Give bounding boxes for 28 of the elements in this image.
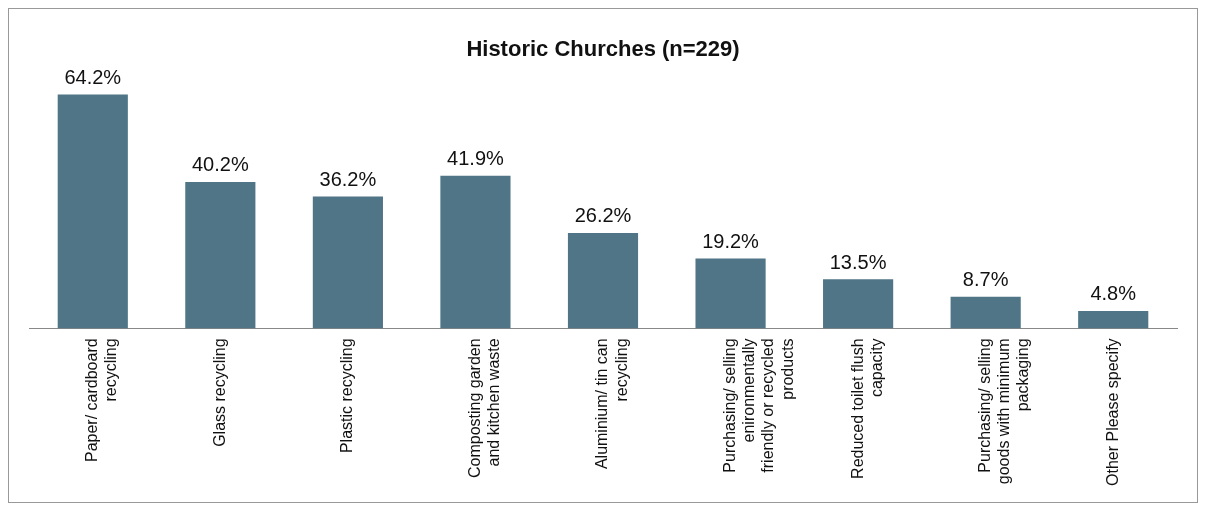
bar [823, 279, 894, 329]
bar [440, 175, 511, 329]
x-tick-label: Purchasing/ selling enironmentally friendly or recycled products [720, 338, 796, 473]
bar [695, 258, 766, 329]
data-label: 13.5% [829, 250, 887, 273]
x-tick-label: Paper/ cardboard recycling [83, 338, 120, 463]
bar [57, 94, 128, 329]
x-tick-label: Purchasing/ selling goods with minimum packaging [976, 338, 1032, 485]
data-label: 41.9% [447, 147, 505, 170]
bar [185, 181, 256, 329]
data-label: 36.2% [319, 168, 377, 191]
x-tick-label: Aluminium/ tin can recycling [593, 338, 630, 470]
bar [312, 196, 383, 329]
data-label: 4.8% [1090, 282, 1137, 305]
x-tick-label: Reduced toilet flush capacity [848, 338, 885, 479]
x-tick-label: Glass recycling [210, 338, 228, 447]
x-tick-label: Plastic recycling [338, 338, 356, 454]
data-label: 26.2% [574, 204, 632, 227]
x-tick-label: Other Please specify [1103, 338, 1121, 486]
data-label: 64.2% [64, 66, 122, 89]
bar [1078, 310, 1149, 329]
chart-title: Historic Churches (n=229) [466, 36, 740, 62]
x-tick-label: Composting garden and kitchen waste [465, 338, 503, 479]
data-label: 40.2% [191, 153, 249, 176]
bar [950, 296, 1021, 329]
data-label: 8.7% [962, 268, 1009, 291]
bar [567, 232, 639, 329]
data-label: 19.2% [702, 229, 760, 252]
